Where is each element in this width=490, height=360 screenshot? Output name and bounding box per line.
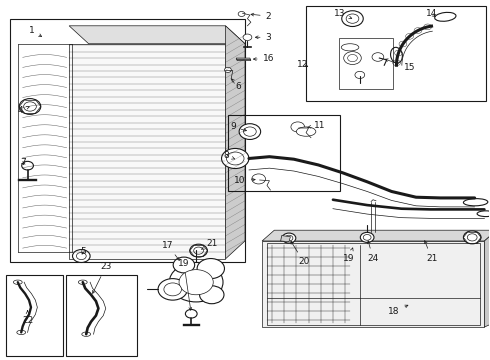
Text: 11: 11 [308, 121, 325, 130]
Circle shape [467, 234, 477, 241]
Circle shape [185, 310, 197, 318]
Ellipse shape [296, 127, 316, 136]
Text: 18: 18 [388, 305, 408, 316]
Circle shape [226, 152, 244, 165]
Text: 22: 22 [22, 310, 33, 325]
Circle shape [221, 148, 249, 168]
Text: 21: 21 [424, 241, 438, 263]
Bar [267, 243, 480, 325]
Ellipse shape [17, 330, 25, 334]
Circle shape [343, 51, 361, 64]
Circle shape [285, 235, 293, 241]
Polygon shape [262, 230, 490, 241]
Text: 16: 16 [253, 54, 274, 63]
Text: 23: 23 [93, 262, 111, 293]
Circle shape [355, 71, 365, 78]
Circle shape [19, 99, 41, 114]
Text: 19: 19 [343, 248, 355, 263]
Ellipse shape [82, 332, 91, 336]
Polygon shape [225, 26, 245, 259]
Ellipse shape [341, 44, 359, 51]
Polygon shape [236, 58, 251, 60]
Bar [10, 19, 245, 262]
Text: 12: 12 [297, 60, 308, 69]
Text: 15: 15 [385, 59, 416, 72]
Circle shape [164, 283, 181, 296]
Text: 3: 3 [255, 33, 271, 42]
Circle shape [291, 122, 305, 132]
Circle shape [244, 127, 256, 136]
Circle shape [197, 258, 224, 279]
Circle shape [239, 124, 261, 139]
Text: 21: 21 [201, 239, 218, 249]
Ellipse shape [78, 280, 87, 284]
Ellipse shape [464, 199, 488, 206]
Polygon shape [281, 235, 291, 242]
Circle shape [243, 34, 252, 41]
Bar [228, 116, 340, 191]
Bar [66, 275, 137, 356]
Circle shape [73, 249, 90, 262]
Circle shape [238, 12, 245, 17]
Polygon shape [262, 241, 485, 327]
Text: 8: 8 [223, 151, 235, 160]
Circle shape [22, 161, 33, 170]
Circle shape [179, 270, 213, 295]
Text: 2: 2 [251, 12, 271, 21]
Circle shape [173, 257, 195, 273]
Circle shape [347, 54, 357, 62]
Circle shape [346, 14, 359, 23]
Circle shape [282, 233, 296, 243]
Text: 7: 7 [20, 158, 25, 167]
Polygon shape [69, 26, 245, 44]
Polygon shape [485, 230, 490, 327]
Text: 13: 13 [334, 9, 352, 19]
Text: 9: 9 [230, 122, 246, 131]
Circle shape [372, 53, 384, 61]
Circle shape [158, 279, 187, 300]
Text: 4: 4 [18, 105, 29, 114]
Ellipse shape [13, 280, 22, 284]
Text: 6: 6 [231, 79, 242, 91]
Text: 17: 17 [162, 241, 179, 260]
Circle shape [76, 252, 86, 260]
Circle shape [194, 247, 203, 254]
Text: 14: 14 [426, 9, 438, 18]
Text: 24: 24 [368, 241, 379, 263]
Text: 19: 19 [178, 259, 192, 310]
Circle shape [363, 234, 371, 240]
Circle shape [24, 102, 36, 111]
Circle shape [464, 231, 481, 244]
Bar [5, 275, 63, 356]
Ellipse shape [477, 211, 490, 217]
Bar [306, 6, 486, 101]
Circle shape [360, 232, 374, 242]
Text: 10: 10 [234, 176, 255, 185]
Circle shape [342, 11, 363, 27]
Circle shape [190, 244, 207, 257]
Circle shape [224, 67, 231, 72]
Ellipse shape [391, 47, 402, 63]
Bar [69, 44, 225, 259]
Bar [339, 39, 392, 89]
Text: 5: 5 [80, 247, 86, 256]
Circle shape [252, 174, 266, 184]
Text: 20: 20 [291, 241, 309, 266]
Ellipse shape [435, 12, 456, 21]
Text: 1: 1 [28, 26, 42, 36]
Circle shape [169, 262, 223, 302]
Circle shape [199, 286, 224, 304]
